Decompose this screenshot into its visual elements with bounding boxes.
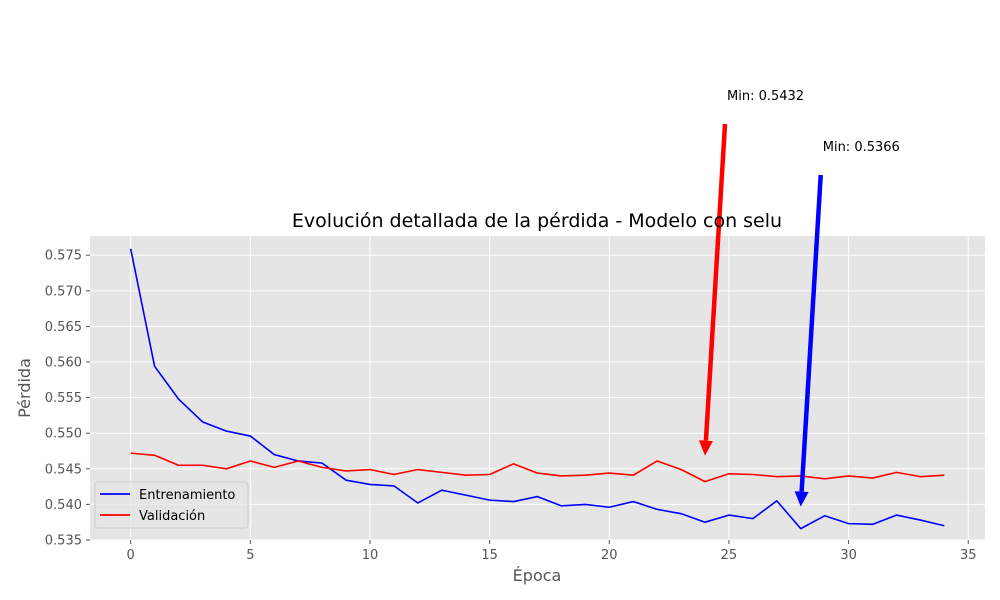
annotation-arrow-shaft <box>799 174 823 492</box>
x-tick-label: 5 <box>246 548 254 563</box>
x-tick-label: 25 <box>721 548 738 563</box>
series-lines <box>129 248 945 530</box>
grid <box>90 236 985 541</box>
annotation-arrow-shaft <box>703 123 728 441</box>
x-tick-label: 10 <box>362 548 379 563</box>
legend-label-validacion: Validación <box>139 509 205 524</box>
x-tick-label: 20 <box>601 548 618 563</box>
x-tick-label: 30 <box>840 548 857 563</box>
y-tick-label: 0.535 <box>45 534 82 549</box>
min-annotations: Min: 0.5432 Min: 0.5366 <box>698 89 900 507</box>
y-tick-label: 0.550 <box>45 427 82 442</box>
y-tick-label: 0.565 <box>45 320 82 335</box>
y-tick-label: 0.555 <box>45 391 82 406</box>
y-tick-label: 0.545 <box>45 462 82 477</box>
x-axis: 0 5 10 15 20 25 30 35 <box>127 540 977 563</box>
y-tick-label: 0.560 <box>45 356 82 371</box>
y-tick-label: 0.575 <box>45 249 82 264</box>
y-tick-label: 0.540 <box>45 498 82 513</box>
x-axis-label: Época <box>513 566 562 585</box>
x-tick-label: 15 <box>481 548 498 563</box>
chart-title: Evolución detallada de la pérdida - Mode… <box>292 210 782 232</box>
y-tick-label: 0.570 <box>45 284 82 299</box>
series-line-validacion <box>130 452 945 483</box>
annotation-arrowhead <box>794 491 809 507</box>
y-axis: 0.535 0.540 0.545 0.550 0.555 0.560 0.565 0.570… <box>45 249 90 549</box>
legend-label-entrenamiento: Entrenamiento <box>139 488 235 503</box>
legend-box <box>94 481 249 529</box>
annotation-arrowhead <box>698 440 713 456</box>
series-line-entrenamiento <box>129 248 945 530</box>
y-axis-label: Pérdida <box>15 358 34 418</box>
annotation-label: Min: 0.5366 <box>823 140 900 155</box>
x-tick-label: 35 <box>960 548 977 563</box>
annotation-label: Min: 0.5432 <box>727 89 804 104</box>
legend: Entrenamiento Validación <box>94 481 249 529</box>
x-tick-label: 0 <box>127 548 135 563</box>
